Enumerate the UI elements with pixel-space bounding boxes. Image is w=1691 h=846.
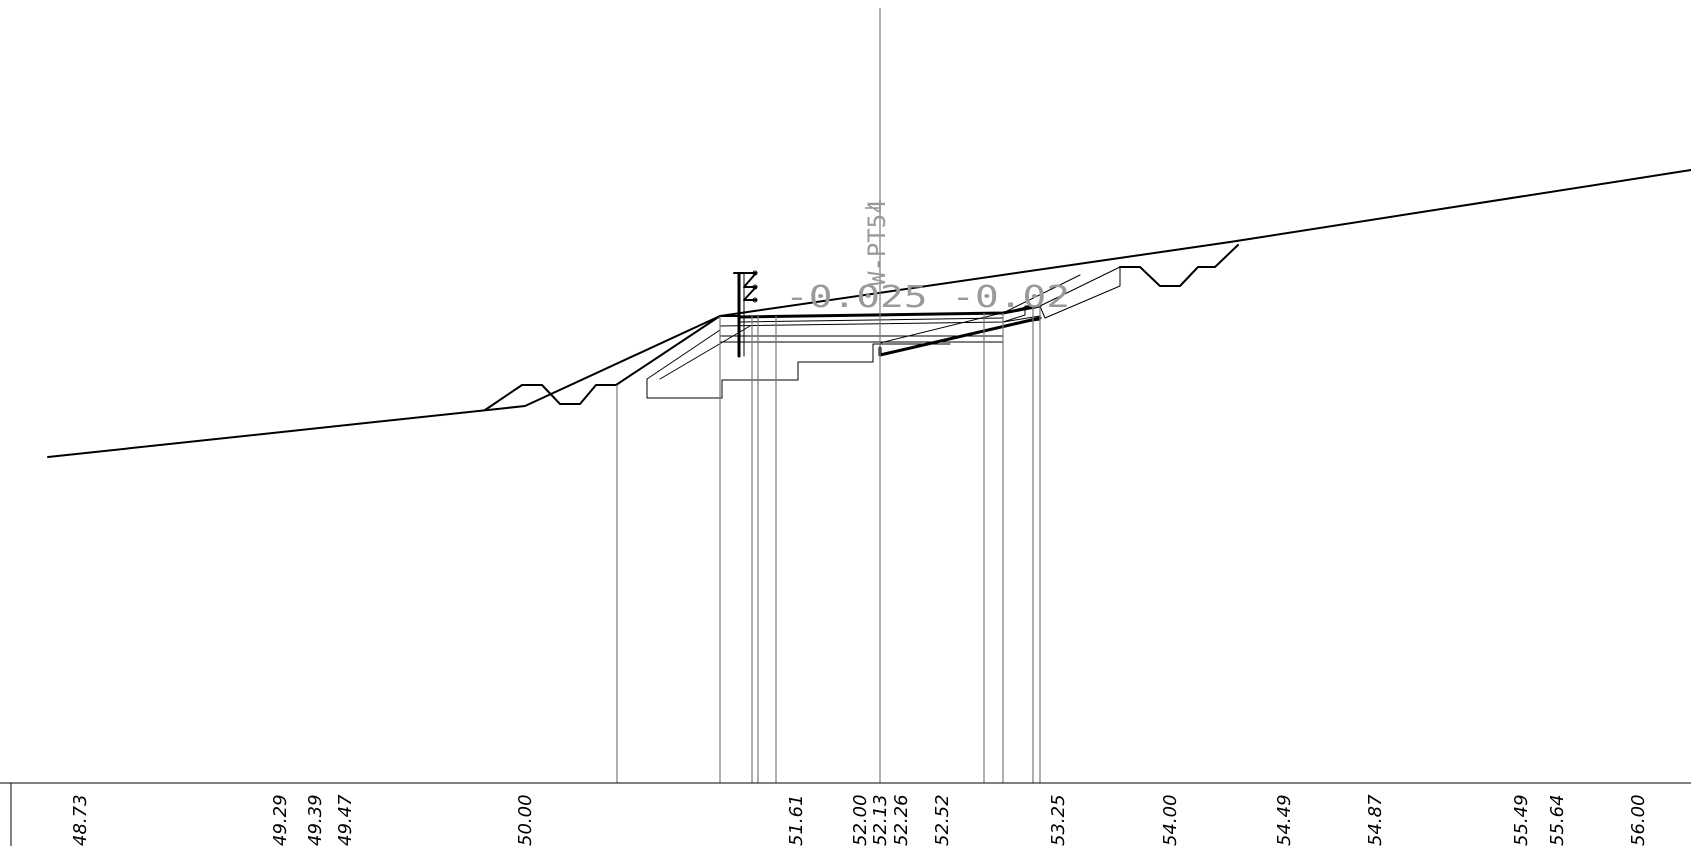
elevation-label: 50.00 bbox=[515, 794, 536, 846]
elevation-label: 52.00 bbox=[850, 794, 871, 846]
right-cut-line-2 bbox=[1002, 274, 1081, 314]
right-cut-lines bbox=[1039, 266, 1121, 319]
elevation-label: 49.29 bbox=[270, 794, 291, 846]
elevation-label: 56.00 bbox=[1628, 794, 1649, 846]
station-label: W-PT54 bbox=[863, 199, 891, 286]
slope-label: -0.025 -0.02 bbox=[785, 280, 1070, 315]
right-ditch bbox=[1119, 244, 1239, 287]
elevation-label: 49.39 bbox=[305, 794, 326, 846]
left-ditch bbox=[484, 384, 617, 411]
elevation-label: 48.73 bbox=[70, 794, 91, 846]
barrier-bolt-3 bbox=[752, 297, 758, 303]
barrier-head bbox=[733, 272, 757, 301]
elevation-label: 55.49 bbox=[1511, 794, 1532, 846]
sub-base-diagonal-thin bbox=[879, 305, 1031, 344]
barrier-bolt-1 bbox=[752, 270, 758, 276]
inner-slope-left-2 bbox=[659, 325, 751, 380]
elevation-label: 53.25 bbox=[1048, 794, 1069, 846]
elevation-leaders bbox=[616, 306, 1041, 783]
elevation-label: 49.47 bbox=[335, 794, 356, 846]
elevation-label: 52.52 bbox=[932, 794, 953, 846]
elevation-label: 52.26 bbox=[891, 794, 912, 846]
barrier-bolt-2 bbox=[752, 284, 758, 290]
elevation-label: 54.00 bbox=[1160, 794, 1181, 846]
elevation-label: 55.64 bbox=[1547, 794, 1568, 846]
road-surface-lower bbox=[739, 317, 1004, 323]
benching-steps bbox=[646, 343, 951, 399]
elevation-label: 52.13 bbox=[870, 794, 891, 846]
elevation-labels: 48.73 49.29 49.39 49.47 50.00 51.61 52.0… bbox=[70, 794, 1649, 846]
elevation-label: 54.49 bbox=[1274, 794, 1295, 846]
elevation-label: 54.87 bbox=[1365, 794, 1386, 846]
elevation-label: 51.61 bbox=[786, 794, 807, 846]
inner-slope-left bbox=[646, 329, 721, 380]
